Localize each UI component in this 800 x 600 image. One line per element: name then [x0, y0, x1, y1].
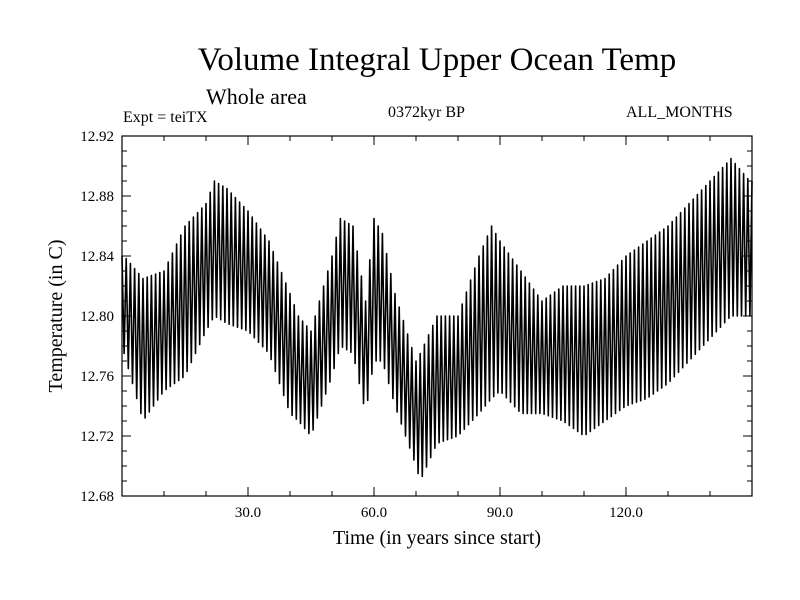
y-axis-label: Temperature (in C)	[45, 240, 67, 393]
chart-subtitle: Whole area	[206, 84, 307, 109]
y-tick-label: 12.84	[80, 249, 114, 265]
months-label: ALL_MONTHS	[626, 104, 733, 121]
period-label: 0372kyr BP	[388, 104, 465, 121]
y-tick-label: 12.80	[80, 309, 114, 325]
x-tick-label: 90.0	[487, 505, 513, 521]
x-tick-label: 120.0	[609, 505, 643, 521]
x-tick-label: 60.0	[361, 505, 387, 521]
series-line	[121, 157, 753, 478]
y-tick-label: 12.92	[80, 129, 114, 145]
x-tick-label: 30.0	[235, 505, 261, 521]
chart-title: Volume Integral Upper Ocean Temp	[197, 42, 677, 78]
y-tick-label: 12.72	[80, 429, 114, 445]
axis-ticks	[122, 135, 752, 497]
y-tick-label: 12.88	[80, 189, 114, 205]
experiment-label: Expt = teiTX	[123, 109, 208, 126]
axis-tick-labels: 12.68 12.72 12.76 12.80 12.84 12.88 12.92 30.0 6…	[80, 129, 643, 521]
series-group	[121, 157, 753, 478]
x-axis-label: Time (in years since start)	[333, 527, 541, 549]
y-tick-label: 12.76	[80, 369, 114, 385]
y-tick-label: 12.68	[80, 489, 114, 505]
